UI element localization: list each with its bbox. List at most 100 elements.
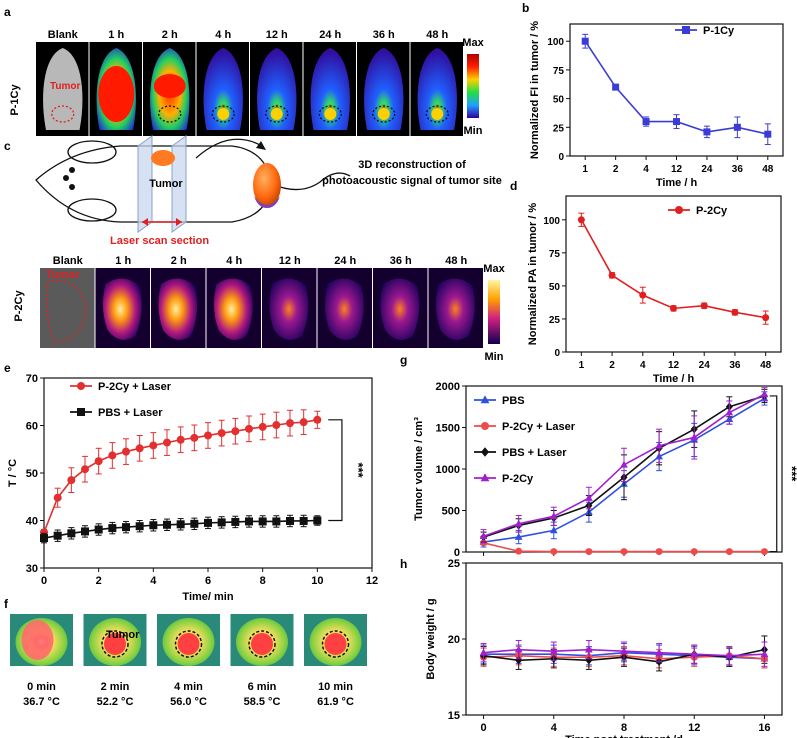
mouse-body-image [364, 48, 404, 130]
fi-frame-label: Blank [48, 29, 79, 41]
y-axis-label: T / °C [7, 459, 19, 487]
legend-label: P-2Cy [502, 473, 534, 485]
data-point [217, 518, 226, 527]
data-point [94, 525, 103, 534]
tumor-dashed-outline [318, 105, 342, 123]
data-point [286, 419, 294, 428]
significance-bracket [769, 395, 778, 553]
scan-arrow-right-icon [176, 218, 182, 226]
data-point [272, 421, 281, 430]
x-tick-label: 0 [480, 722, 486, 734]
data-point [190, 433, 199, 442]
pa-signal-blob [380, 278, 420, 340]
ir-tumor-hotspot [104, 633, 126, 655]
x-tick-label: 12 [668, 360, 680, 371]
data-point [581, 37, 589, 45]
y-tick-label: 500 [442, 506, 460, 518]
ir-time-label: 6 min [248, 681, 277, 693]
data-point [479, 532, 488, 540]
y-tick-label: 1500 [436, 423, 460, 435]
data-point [585, 493, 593, 501]
legend-marker [77, 382, 85, 390]
tumor-dashed-outline [51, 105, 75, 123]
legend-marker [682, 26, 690, 34]
x-tick-label: 36 [732, 164, 744, 175]
x-tick-label: 2 [609, 360, 615, 371]
data-point [286, 516, 294, 525]
scan-plane-back [171, 135, 187, 233]
fluorescence-hotspot [324, 108, 337, 120]
x-tick-label: 12 [366, 575, 378, 587]
x-tick-label: 36 [729, 360, 741, 371]
plot-frame [569, 23, 784, 157]
pa-colorbar-max: Max [483, 263, 505, 275]
schematic-tumor [151, 150, 175, 166]
panel-c-pa-images: P-2Cy Blank 1 h 2 h 4 h 12 h 24 h 36 h 48 h Tum… [13, 255, 506, 363]
fluorescence-frames: Blank 1 h 2 h 4 h 12 h 24 h 36 h 48 h [36, 29, 463, 136]
data-point [725, 651, 734, 659]
y-tick-label: 25 [549, 315, 561, 326]
fi-frame-label: 24 h [319, 29, 341, 41]
x-axis-label: Time post treatment /d [565, 734, 683, 738]
ir-temperature-label: 52.2 °C [97, 696, 134, 708]
data-point [313, 516, 322, 525]
pa-signal-blob [213, 278, 253, 340]
data-point [122, 447, 130, 456]
data-point [231, 427, 240, 436]
fi-frame-label: 4 h [215, 29, 231, 41]
y-axis-label: Normalized PA in tumor / % [527, 203, 539, 346]
significance-label: *** [351, 463, 366, 479]
tumor-dashed-outline [372, 105, 396, 123]
data-point [655, 548, 663, 556]
x-tick-label: 4 [643, 164, 649, 175]
y-tick-label: 100 [547, 37, 564, 48]
tumor-3d-reconstruction [253, 163, 281, 207]
y-axis-label: Body weight / g [425, 598, 437, 679]
y-tick-label: 0 [558, 152, 564, 163]
pa-colorbar [488, 280, 500, 344]
data-point [620, 460, 628, 468]
y-tick-label: 70 [26, 373, 38, 385]
schematic-tumor-label: Tumor [149, 178, 183, 190]
x-tick-label: 8 [260, 575, 266, 587]
significance-bracket [328, 419, 343, 522]
tumor-dashed-outline [265, 105, 289, 123]
data-point [258, 422, 267, 431]
legend-label: P-2Cy + Laser [502, 421, 576, 433]
legend-label: PBS + Laser [502, 447, 567, 459]
series-line [580, 219, 766, 319]
data-point [577, 216, 585, 224]
y-tick-label: 20 [448, 634, 460, 646]
data-point [655, 648, 663, 656]
mouse-body-image [43, 48, 83, 130]
data-point [725, 548, 733, 556]
data-point [690, 433, 699, 441]
mouse-outline-icon [35, 140, 351, 223]
data-point [764, 130, 772, 138]
recon-title-line1: 3D reconstruction of [358, 159, 466, 171]
ir-tumor-dashed-outline [248, 630, 276, 658]
y-tick-label: 0 [454, 547, 460, 559]
data-point [733, 123, 741, 131]
ir-tumor-dashed-outline [321, 630, 350, 658]
ir-tumor-hotspot [177, 633, 200, 655]
data-point [67, 529, 76, 538]
ir-body-hotspot [21, 620, 54, 660]
panel-letter-d: d [510, 179, 517, 193]
data-point [204, 431, 212, 440]
y-tick-label: 40 [26, 516, 38, 528]
plot-frame [465, 562, 783, 716]
data-point [176, 435, 185, 444]
tumor-3d-base [254, 196, 280, 208]
data-point [245, 517, 253, 526]
data-point [299, 516, 308, 525]
data-point [108, 524, 117, 533]
data-point [515, 547, 523, 555]
plot-frame [43, 377, 373, 569]
y-axis-label: Normalized FI in tumor / % [529, 21, 541, 159]
data-point [620, 548, 628, 556]
fluorescence-hotspot [153, 74, 186, 98]
data-point [190, 519, 199, 528]
y-tick-label: 50 [26, 468, 38, 480]
